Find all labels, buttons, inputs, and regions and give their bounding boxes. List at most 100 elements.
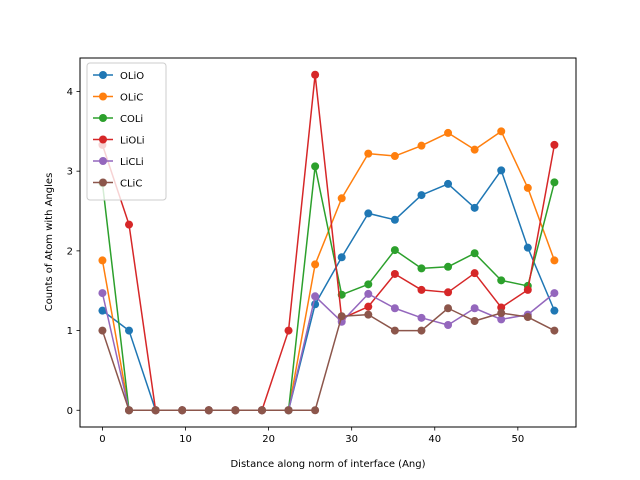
data-point (444, 288, 453, 297)
data-point (470, 145, 479, 154)
data-point (444, 262, 453, 271)
data-point (444, 179, 453, 188)
data-point (417, 264, 426, 273)
data-point (444, 304, 453, 313)
data-point (497, 303, 506, 312)
axes-frame (79, 57, 577, 428)
data-point (311, 292, 320, 301)
data-point (204, 406, 213, 415)
data-point (311, 162, 320, 171)
x-tick-label: 30 (345, 434, 358, 445)
legend-item-olio: OLiO (93, 71, 144, 82)
y-tick-label: 0 (67, 406, 73, 417)
data-point (390, 269, 399, 278)
legend-item-coli: COLi (93, 114, 143, 125)
legend-item-clic: CLiC (93, 178, 142, 190)
data-point (257, 406, 266, 415)
data-point (444, 128, 453, 137)
data-point (497, 276, 506, 285)
data-point (470, 249, 479, 258)
legend-label: CLiC (120, 179, 142, 190)
data-point (523, 183, 532, 192)
data-point (337, 312, 346, 321)
legend-label: LiCLi (120, 157, 144, 168)
legend-item-lioli: LiOLi (93, 135, 145, 147)
legend: OLiO OLiC COLi LiOLi LiCLi CLiC (86, 62, 167, 201)
data-point (337, 194, 346, 203)
series-clic (98, 304, 559, 415)
legend-label: COLi (120, 114, 143, 125)
data-point (470, 269, 479, 278)
data-point (125, 220, 134, 229)
data-point (417, 326, 426, 335)
data-point (390, 152, 399, 161)
data-point (98, 306, 107, 315)
data-point (390, 215, 399, 224)
data-point (390, 326, 399, 335)
data-point (125, 406, 134, 415)
legend-label: OLiO (120, 71, 144, 82)
data-point (178, 406, 187, 415)
data-point (337, 253, 346, 262)
data-point (98, 256, 107, 265)
data-point (497, 309, 506, 318)
legend-marker (99, 71, 107, 79)
y-axis-label: Counts of Atom with Angles (44, 173, 55, 312)
data-point (284, 326, 293, 335)
legend-marker (99, 157, 107, 165)
x-tick-label: 20 (262, 434, 275, 445)
data-point (364, 310, 373, 319)
data-point (417, 191, 426, 200)
data-point (151, 406, 160, 415)
data-point (444, 320, 453, 329)
data-point (417, 313, 426, 322)
data-point (364, 289, 373, 298)
data-point (364, 280, 373, 289)
data-point (523, 285, 532, 294)
x-axis: 0 10 20 30 40 50 (99, 427, 524, 445)
data-point (98, 326, 107, 335)
data-point (470, 203, 479, 212)
data-point (125, 326, 134, 335)
data-point (550, 178, 559, 187)
data-point (311, 260, 320, 269)
data-point (364, 209, 373, 218)
data-point (550, 140, 559, 149)
data-point (390, 304, 399, 313)
legend-label: OLiC (120, 93, 143, 104)
y-tick-label: 2 (67, 246, 73, 257)
y-tick-label: 1 (67, 326, 73, 337)
data-point (523, 243, 532, 252)
data-point (390, 246, 399, 255)
data-point (364, 149, 373, 158)
legend-marker (99, 114, 107, 122)
legend-marker (99, 178, 107, 187)
data-point (497, 166, 506, 175)
y-tick-label: 4 (67, 87, 73, 98)
data-point (417, 285, 426, 294)
data-point (550, 326, 559, 335)
x-tick-label: 10 (179, 434, 192, 445)
data-point (550, 306, 559, 315)
x-axis-label: Distance along norm of interface (Ang) (230, 459, 425, 470)
legend-item-olic: OLiC (93, 92, 143, 104)
data-point (470, 317, 479, 326)
y-tick-label: 3 (67, 167, 73, 178)
data-point (550, 289, 559, 298)
data-point (311, 70, 320, 79)
data-point (98, 289, 107, 298)
data-point (523, 313, 532, 322)
data-point (417, 141, 426, 150)
series-layer (98, 70, 559, 415)
data-point (311, 406, 320, 415)
x-tick-label: 50 (511, 434, 524, 445)
data-point (550, 256, 559, 265)
y-axis: 0 1 2 3 4 (67, 87, 80, 417)
legend-label: LiOLi (120, 136, 145, 147)
legend-marker (99, 135, 107, 144)
data-point (231, 406, 240, 415)
data-point (364, 302, 373, 311)
x-tick-label: 40 (428, 434, 441, 445)
series-line (101, 307, 555, 412)
